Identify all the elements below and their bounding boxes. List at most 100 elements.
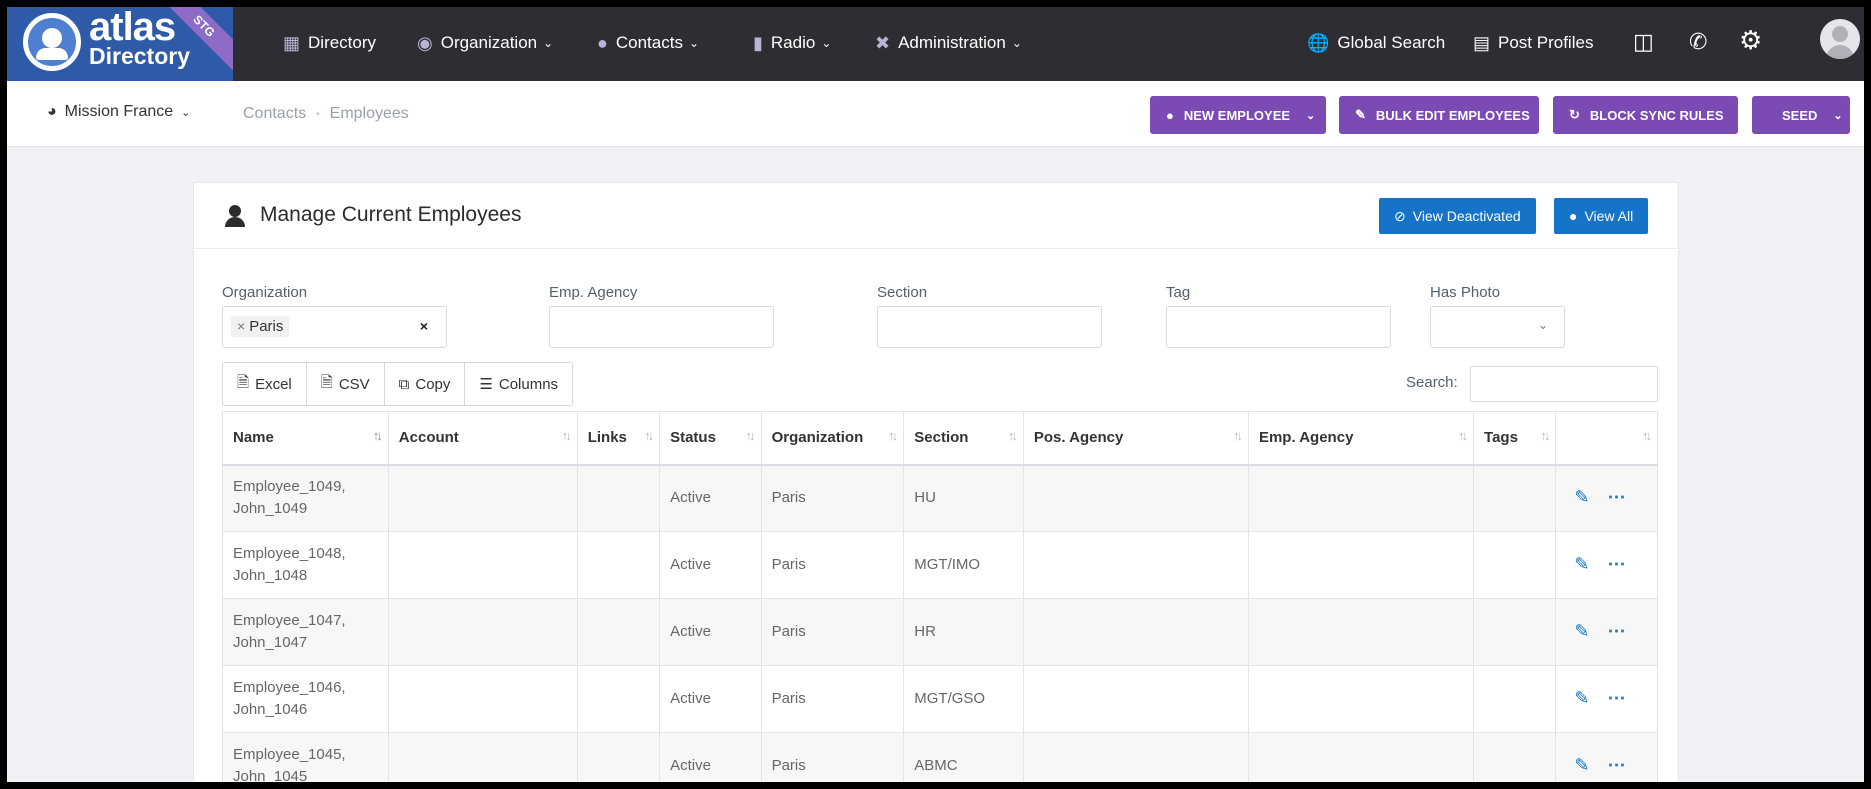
cell-actions: ✎ ⋯ xyxy=(1555,464,1658,532)
organization-chip-label: Paris xyxy=(249,318,284,335)
emp-agency-filter-label: Emp. Agency xyxy=(549,284,638,301)
excel-file-icon: 🗎 xyxy=(237,373,250,391)
cell-section: MGT/IMO xyxy=(903,531,1024,599)
csv-file-icon: 🗎 xyxy=(320,373,333,391)
bulk-edit-employees-button[interactable]: ✎ BULK EDIT EMPLOYEES xyxy=(1339,96,1539,134)
edit-icon[interactable]: ✎ xyxy=(1574,688,1590,708)
remove-chip-icon[interactable]: × xyxy=(237,318,246,334)
nav-directory[interactable]: ▦ Directory xyxy=(283,29,376,57)
avatar[interactable] xyxy=(1820,19,1860,59)
post-profiles-label: Post Profiles xyxy=(1498,33,1594,52)
view-deactivated-button[interactable]: ⊘ View Deactivated xyxy=(1379,198,1536,234)
globe-icon xyxy=(23,13,81,71)
chevron-down-icon: ⌄ xyxy=(688,36,700,50)
chevron-down-icon: ⌄ xyxy=(1011,36,1022,50)
search-label: Search: xyxy=(1406,374,1458,391)
col-emp-agency[interactable]: Emp. Agency ↑↓ xyxy=(1247,411,1475,466)
col-organization[interactable]: Organization ↑↓ xyxy=(760,411,905,466)
cell-links xyxy=(576,598,661,666)
more-icon[interactable]: ⋯ xyxy=(1607,487,1627,508)
atlas-logo[interactable]: atlas Directory STG xyxy=(7,7,233,81)
phone-icon[interactable]: ✆ xyxy=(1689,29,1708,54)
col-status[interactable]: Status ↑↓ xyxy=(659,411,762,466)
view-all-button[interactable]: ● View All xyxy=(1554,198,1649,234)
gears-icon[interactable]: ⚙ xyxy=(1739,25,1763,55)
emp-agency-filter[interactable] xyxy=(549,306,774,348)
chevron-down-icon: ⌄ xyxy=(1537,318,1548,332)
table-row[interactable]: Employee_1045, John_1045 Active Paris ABM… xyxy=(222,732,1658,782)
col-pos-agency[interactable]: Pos. Agency ↑↓ xyxy=(1022,411,1249,466)
edit-icon[interactable]: ✎ xyxy=(1574,755,1590,775)
col-account[interactable]: Account ↑↓ xyxy=(387,411,578,466)
contacts-icon: ● xyxy=(597,32,608,53)
cell-organization: Paris xyxy=(760,732,905,782)
nav-global-search[interactable]: 🌐 Global Search xyxy=(1307,29,1445,57)
breadcrumb-contacts[interactable]: Contacts xyxy=(243,105,307,122)
cell-name: Employee_1047, John_1047 xyxy=(222,598,389,666)
new-employee-button[interactable]: ● NEW EMPLOYEE ⌄ xyxy=(1150,96,1326,134)
csv-label: CSV xyxy=(338,375,370,393)
col-links[interactable]: Links ↑↓ xyxy=(576,411,661,466)
nav-post-profiles[interactable]: ▤ Post Profiles xyxy=(1473,29,1593,57)
col-section[interactable]: Section ↑↓ xyxy=(903,411,1024,466)
nav-contacts[interactable]: ● Contacts ⌄ xyxy=(597,29,699,57)
table-row[interactable]: Employee_1046, John_1046 Active Paris MGT… xyxy=(222,665,1658,733)
top-navbar: atlas Directory STG ▦ Directory ◉ Organi… xyxy=(7,7,1864,81)
nav-organization[interactable]: ◉ Organization ⌄ xyxy=(417,29,553,57)
copy-label: Copy xyxy=(415,375,451,393)
sort-icon: ↑↓ xyxy=(1007,428,1018,443)
table-row[interactable]: Employee_1047, John_1047 Active Paris HR … xyxy=(222,598,1658,666)
col-tags[interactable]: Tags ↑↓ xyxy=(1473,411,1557,466)
profile-book-icon: ▤ xyxy=(1473,32,1491,53)
app-window: atlas Directory STG ▦ Directory ◉ Organi… xyxy=(7,7,1864,782)
more-icon[interactable]: ⋯ xyxy=(1607,554,1627,574)
sync-icon: ↻ xyxy=(1569,107,1580,122)
edit-icon[interactable]: ✎ xyxy=(1574,487,1590,508)
search-input[interactable] xyxy=(1470,366,1658,402)
logo-subtitle: Directory xyxy=(89,43,190,69)
section-filter[interactable] xyxy=(877,306,1102,348)
table-row[interactable]: Employee_1049, John_1049 Active Paris HU … xyxy=(222,464,1658,532)
excel-label: Excel xyxy=(255,375,292,393)
excel-button[interactable]: 🗎 Excel xyxy=(223,363,307,405)
cell-tags xyxy=(1473,665,1557,733)
nav-radio[interactable]: ▮ Radio ⌄ xyxy=(753,29,831,57)
col-actions[interactable]: ↑↓ xyxy=(1555,411,1658,466)
cell-name: Employee_1046, John_1046 xyxy=(222,665,389,733)
seed-button[interactable]: SEED ⌄ xyxy=(1752,96,1850,134)
edit-icon[interactable]: ✎ xyxy=(1574,621,1590,641)
globe-search-icon: 🌐 xyxy=(1307,32,1330,53)
bulk-edit-label: BULK EDIT EMPLOYEES xyxy=(1375,107,1530,123)
nav-radio-label: Radio xyxy=(770,33,816,52)
cell-links xyxy=(576,732,661,782)
tag-filter[interactable] xyxy=(1166,306,1391,348)
col-name[interactable]: Name ↑↓ xyxy=(222,411,389,466)
table-row[interactable]: Employee_1048, John_1048 Active Paris MGT… xyxy=(222,531,1658,599)
cell-status: Active xyxy=(659,531,762,599)
seed-label: SEED xyxy=(1782,107,1818,123)
directory-icon: ▦ xyxy=(283,32,301,53)
edit-icon[interactable]: ✎ xyxy=(1574,554,1590,574)
copy-button[interactable]: ⧉ Copy xyxy=(385,363,466,405)
more-icon[interactable]: ⋯ xyxy=(1607,688,1627,708)
columns-button[interactable]: ☰ Columns xyxy=(465,363,572,405)
clipboard-icon[interactable]: ◫ xyxy=(1633,29,1654,54)
clear-icon[interactable]: × xyxy=(419,318,428,334)
cell-emp-agency xyxy=(1247,665,1475,733)
user-icon xyxy=(224,205,246,227)
cell-status: Active xyxy=(659,732,762,782)
section-filter-label: Section xyxy=(877,284,928,301)
block-sync-rules-button[interactable]: ↻ BLOCK SYNC RULES xyxy=(1553,96,1738,134)
nav-administration[interactable]: ✖ Administration ⌄ xyxy=(875,29,1022,57)
mission-selector[interactable]: ◕ Mission France ⌄ xyxy=(47,103,190,121)
has-photo-select[interactable]: ⌄ xyxy=(1430,306,1565,348)
sort-icon: ↑↓ xyxy=(888,428,898,443)
more-icon[interactable]: ⋯ xyxy=(1607,621,1627,641)
more-icon[interactable]: ⋯ xyxy=(1607,755,1627,775)
tag-filter-label: Tag xyxy=(1166,284,1191,301)
csv-button[interactable]: 🗎 CSV xyxy=(307,363,385,405)
organization-filter[interactable]: × Paris × xyxy=(222,306,447,348)
columns-label: Columns xyxy=(498,375,559,393)
tools-icon: ✖ xyxy=(875,32,891,53)
cell-pos-agency xyxy=(1022,598,1249,666)
